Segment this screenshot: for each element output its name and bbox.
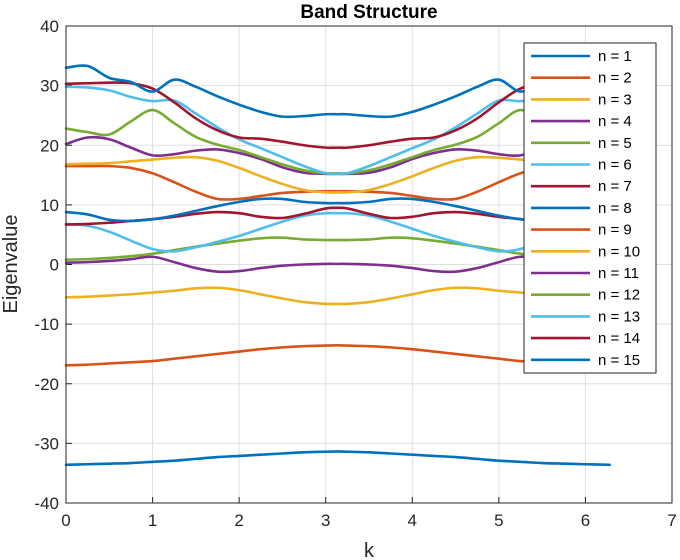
legend-label: n = 7 <box>598 178 632 195</box>
legend-label: n = 3 <box>598 91 632 108</box>
x-tick-label: 4 <box>408 511 417 530</box>
x-tick-label: 7 <box>667 511 676 530</box>
legend-label: n = 1 <box>598 48 632 65</box>
y-tick-label: -40 <box>34 494 59 513</box>
legend-label: n = 8 <box>598 200 632 217</box>
series-line-6 <box>64 211 611 253</box>
legend-label: n = 15 <box>598 352 640 369</box>
legend-label: n = 10 <box>598 243 640 260</box>
legend-label: n = 11 <box>598 265 639 282</box>
series-line-5 <box>64 236 611 262</box>
y-tick-label: 10 <box>40 196 59 215</box>
legend-label: n = 5 <box>598 135 632 152</box>
x-tick-label: 1 <box>148 511 157 530</box>
series-line-14 <box>64 81 611 150</box>
x-tick-label: 6 <box>581 511 590 530</box>
y-axis-ticks: -40 -30 -20 -10 0 10 20 30 40 <box>34 17 72 513</box>
y-tick-label: -10 <box>34 315 59 334</box>
x-tick-label: 5 <box>494 511 503 530</box>
legend-label: n = 6 <box>598 157 632 174</box>
series-lines <box>64 64 611 467</box>
legend-label: n = 14 <box>598 330 640 347</box>
chart-title: Band Structure <box>300 2 437 23</box>
y-tick-label: 0 <box>50 256 59 275</box>
y-tick-label: 40 <box>40 17 59 36</box>
series-line-1 <box>64 450 611 467</box>
y-tick-label: -30 <box>34 434 59 453</box>
legend-label: n = 12 <box>598 287 640 304</box>
series-line-3 <box>64 286 611 306</box>
legend-label: n = 9 <box>598 222 632 239</box>
series-line-2 <box>64 343 611 367</box>
x-tick-label: 0 <box>61 511 70 530</box>
x-axis-label: k <box>364 540 375 560</box>
x-axis-ticks: 0 1 2 3 4 5 6 7 <box>61 497 677 530</box>
y-axis-label: Eigenvalue <box>0 215 22 314</box>
y-tick-label: 30 <box>40 77 59 96</box>
x-tick-label: 3 <box>321 511 330 530</box>
legend: n = 1 n = 2 n = 3 n = 4 n = 5 n = 6 n = 7 n = 8… <box>523 42 657 374</box>
series-line-15 <box>64 64 611 119</box>
series-line-13 <box>64 85 611 176</box>
y-tick-label: 20 <box>40 136 59 155</box>
series-line-8 <box>64 197 611 223</box>
series-line-4 <box>64 255 611 274</box>
legend-label: n = 13 <box>598 308 640 325</box>
axes-box <box>65 25 673 504</box>
series-line-10 <box>64 155 611 194</box>
legend-label: n = 2 <box>598 70 632 87</box>
x-tick-label: 2 <box>234 511 243 530</box>
legend-label: n = 4 <box>598 113 632 130</box>
y-tick-label: -20 <box>34 375 59 394</box>
